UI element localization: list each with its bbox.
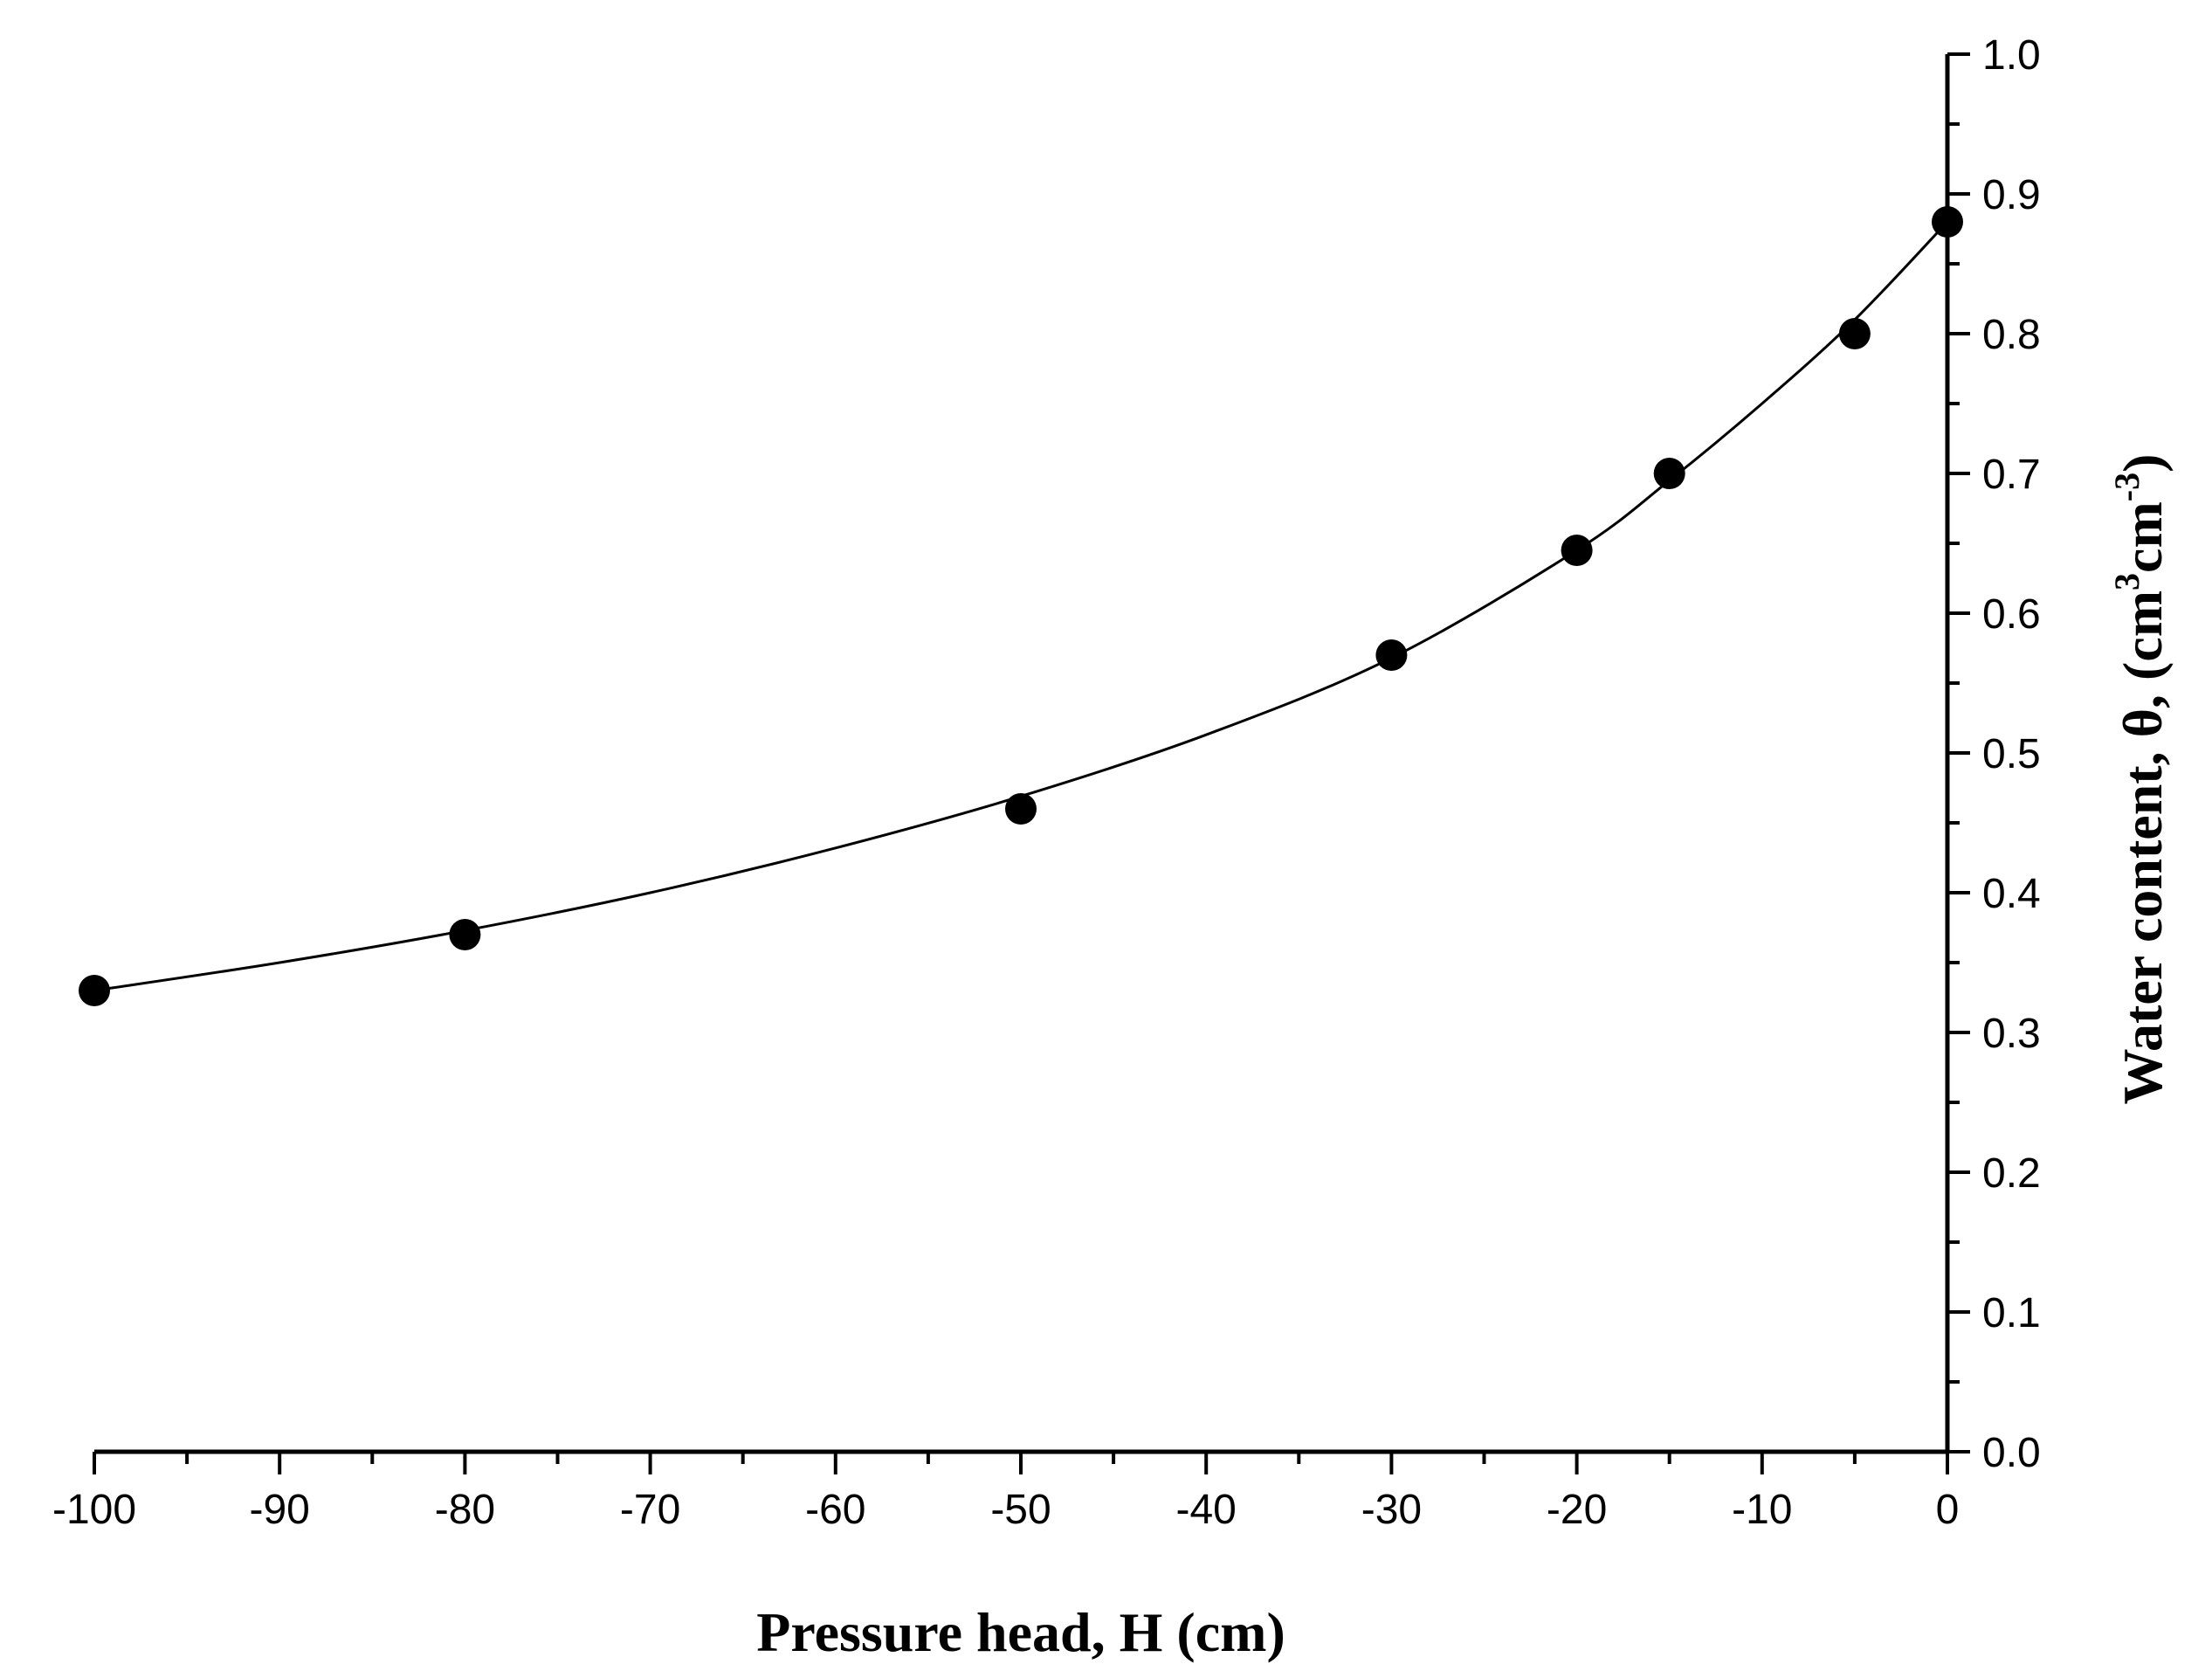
y-axis-title-part: cm (2112, 501, 2174, 573)
y-tick-label: 0.2 (1982, 1150, 2041, 1197)
y-axis-title-superscript: 3 (2107, 573, 2147, 590)
y-tick-label: 0.0 (1982, 1430, 2041, 1476)
data-point (1838, 318, 1871, 349)
x-tick-label: -10 (1732, 1487, 1792, 1533)
y-tick-label: 0.8 (1982, 312, 2041, 358)
x-tick-label: -80 (435, 1487, 495, 1533)
y-tick-label: 0.3 (1982, 1011, 2041, 1057)
x-tick-label: -60 (805, 1487, 865, 1533)
data-points (79, 206, 1963, 1006)
x-tick-label: -100 (52, 1487, 136, 1533)
y-tick-label: 0.6 (1982, 591, 2041, 638)
plot-area: -100 -90 -80 -70 -60 -50 -40 -30 -20 -10 0 0.00.10… (52, 32, 2041, 1533)
data-point (1005, 793, 1037, 825)
y-tick-label: 0.1 (1982, 1290, 2041, 1336)
x-tick-label: 0 (1936, 1487, 1960, 1533)
y-tick-label: 0.9 (1982, 172, 2041, 218)
data-point (449, 919, 481, 950)
data-point (1561, 535, 1593, 566)
x-tick-label: -90 (250, 1487, 310, 1533)
y-tick-label: 0.5 (1982, 731, 2041, 777)
data-point (1932, 206, 1963, 238)
y-tick-label: 1.0 (1982, 32, 2041, 79)
x-tick-label: -50 (990, 1487, 1051, 1533)
x-axis-title: Pressure head, H (cm) (756, 1601, 1285, 1663)
y-axis-title: Water content, θ, (cm3cm-3) (2107, 454, 2174, 1105)
x-axis-ticks: -100 -90 -80 -70 -60 -50 -40 -30 -20 -10 0 (52, 1452, 1959, 1533)
y-axis-ticks: 0.0 0.1 0.2 0.3 0.4 0.5 0.6 0.7 0.8 0.9 1.0 (1947, 32, 2041, 1476)
y-axis-title-part: Water content, θ, (cm (2112, 590, 2174, 1105)
y-tick-label: 0.7 (1982, 452, 2041, 498)
x-tick-label: -20 (1547, 1487, 1607, 1533)
data-point (1375, 639, 1408, 671)
x-tick-label: -70 (620, 1487, 680, 1533)
fit-curve (93, 220, 1949, 992)
y-tick-label: 0.4 (1982, 871, 2041, 917)
x-tick-label: -30 (1361, 1487, 1422, 1533)
y-axis-title-superscript: -3 (2107, 473, 2147, 501)
data-point (1653, 458, 1685, 489)
x-tick-label: -40 (1176, 1487, 1237, 1533)
y-axis-title-part: ) (2112, 454, 2174, 473)
data-point (79, 975, 110, 1006)
